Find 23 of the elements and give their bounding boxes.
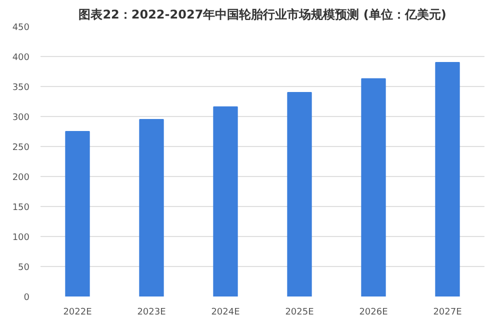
bar: [213, 106, 238, 296]
y-tick-label: 200: [12, 173, 30, 183]
bar: [361, 78, 386, 296]
y-tick-label: 50: [18, 263, 30, 273]
y-tick-label: 100: [12, 233, 30, 243]
bar: [287, 92, 312, 296]
x-tick-label: 2024E: [211, 308, 240, 318]
y-tick-label: 450: [12, 23, 30, 33]
bar: [139, 119, 164, 296]
bar: [435, 62, 460, 296]
chart-title: 图表22：2022-2027年中国轮胎行业市场规模预测 (单位：亿美元): [78, 8, 446, 22]
y-tick-label: 0: [24, 293, 30, 303]
x-tick-label: 2027E: [433, 308, 462, 318]
x-tick-label: 2026E: [359, 308, 388, 318]
y-tick-label: 250: [12, 143, 30, 153]
y-tick-label: 300: [12, 113, 30, 123]
x-tick-label: 2025E: [285, 308, 314, 318]
bar: [65, 131, 90, 296]
y-tick-label: 350: [12, 83, 30, 93]
y-tick-label: 150: [12, 203, 30, 213]
x-tick-label: 2023E: [137, 308, 166, 318]
x-tick-label: 2022E: [63, 308, 92, 318]
y-tick-label: 400: [12, 53, 30, 63]
